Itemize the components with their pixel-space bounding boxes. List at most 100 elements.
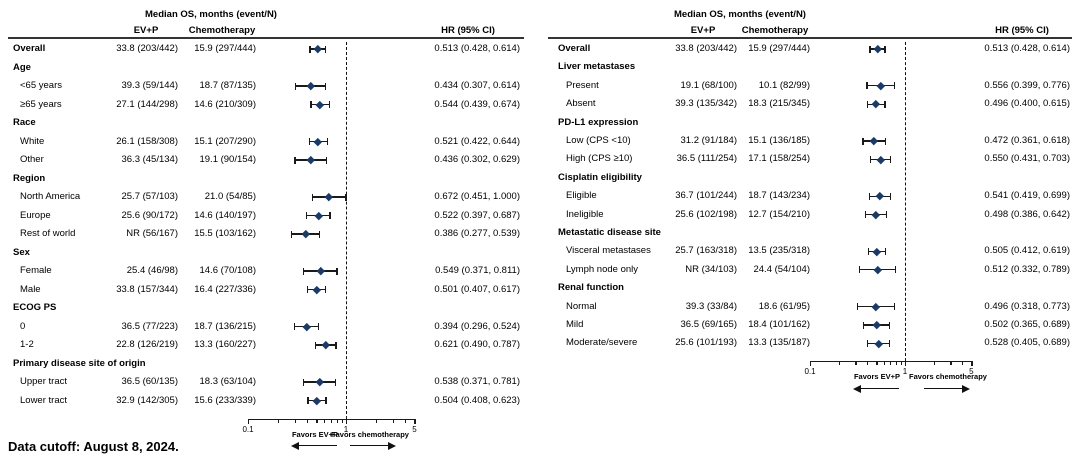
row-label: Race: [13, 117, 36, 128]
hr-value: 0.550 (0.431, 0.703): [984, 153, 1070, 165]
ci-cap: [307, 397, 309, 404]
chemo-value: 18.7 (136/215): [194, 320, 256, 332]
column-group-header: Median OS, months (event/N): [145, 9, 277, 20]
hr-axis: 0.1 1 5: [8, 0, 532, 463]
evp-value: 32.9 (142/305): [116, 394, 178, 406]
row-label: Europe: [20, 209, 51, 221]
ci-cap: [329, 212, 331, 219]
row-label: Normal: [566, 300, 597, 312]
ci-cap: [858, 266, 861, 274]
chemo-value: 15.6 (233/339): [194, 394, 256, 406]
chemo-value: 18.3 (215/345): [748, 98, 810, 110]
ci-cap: [325, 156, 327, 164]
evp-value: 36.5 (77/223): [121, 320, 178, 332]
chemo-value: 17.1 (158/254): [748, 153, 810, 165]
ci-cap: [309, 45, 311, 53]
reference-line-hr1: [905, 42, 906, 361]
ci-cap: [886, 211, 888, 219]
axis-major-tick: [346, 416, 348, 424]
chemo-value: 24.4 (54/104): [753, 263, 810, 275]
favors-evp-label: Favors EV+P: [853, 372, 901, 381]
axis-major-tick: [971, 361, 973, 366]
row-label: Upper tract: [20, 376, 67, 387]
arrow-line: [861, 387, 899, 390]
hr-value: 0.496 (0.400, 0.615): [984, 98, 1070, 110]
column-group-header: Median OS, months (event/N): [674, 9, 806, 20]
evp-value: 36.7 (101/244): [675, 190, 737, 202]
chemo-value: 18.7 (143/234): [748, 190, 810, 202]
hr-value: 0.513 (0.428, 0.614): [434, 43, 520, 54]
hr-value: 0.621 (0.490, 0.787): [434, 339, 520, 350]
axis-minor-tick: [890, 361, 892, 365]
ci-cap: [324, 45, 326, 53]
ci-cap: [311, 193, 313, 201]
arrow-line: [299, 444, 337, 447]
axis-minor-tick: [330, 419, 332, 423]
ci-cap: [315, 341, 317, 349]
row-label: Primary disease site of origin: [13, 357, 146, 369]
chemo-value: 16.4 (227/336): [194, 283, 256, 295]
ci-cap: [324, 82, 326, 90]
ci-cap: [310, 101, 312, 108]
row-label: 1-2: [20, 339, 34, 350]
row-label: Cisplatin eligibility: [558, 171, 642, 183]
hr-value: 0.504 (0.408, 0.623): [434, 394, 520, 406]
favors-evp-arrow: [291, 441, 337, 450]
hr-value: 0.556 (0.399, 0.776): [984, 79, 1070, 91]
row-label: Liver metastases: [558, 61, 636, 73]
row-label: ≥65 years: [20, 98, 62, 110]
chemo-value: 14.6 (210/309): [194, 98, 256, 110]
evp-value: 36.5 (60/135): [121, 376, 178, 387]
ci-cap: [306, 212, 308, 219]
evp-value: 25.7 (163/318): [675, 245, 737, 257]
hr-value: 0.522 (0.397, 0.687): [434, 209, 520, 221]
axis-minor-tick: [375, 419, 377, 423]
ci-cap: [867, 339, 869, 347]
axis-minor-tick: [933, 361, 935, 365]
chemo-value: 15.9 (297/444): [748, 43, 810, 54]
hr-value: 0.436 (0.302, 0.629): [434, 154, 520, 165]
ci-cap: [869, 155, 871, 163]
evp-value: NR (56/167): [126, 228, 178, 239]
chemo-value: 14.6 (140/197): [194, 209, 256, 221]
row-label: ECOG PS: [13, 302, 57, 313]
data-cutoff-note: Data cutoff: August 8, 2024.: [8, 439, 179, 454]
axis-minor-tick: [867, 361, 869, 365]
arrowhead-left-icon: [291, 441, 299, 450]
axis-minor-tick: [876, 361, 878, 365]
favors-chemotherapy-label: Favors chemotherapy: [909, 372, 987, 381]
axis-tick-label: 0.1: [242, 425, 254, 434]
row-label: Overall: [558, 43, 591, 54]
axis-tick-label: 1: [343, 425, 349, 434]
chemo-value: 13.3 (135/187): [748, 337, 810, 349]
axis-tick-label: 5: [969, 367, 974, 376]
favors-chemotherapy-arrow: [924, 384, 970, 393]
forest-panel-right: Median OS, months (event/N) EV+P Chemoth…: [540, 0, 1078, 463]
hr-value: 0.472 (0.361, 0.618): [984, 135, 1070, 146]
evp-value: 27.1 (144/298): [116, 98, 178, 110]
row-label: White: [20, 135, 45, 147]
hr-value: 0.528 (0.405, 0.689): [984, 337, 1070, 349]
row-label: Mild: [566, 319, 584, 330]
row-label: Female: [20, 265, 52, 276]
hr-value: 0.394 (0.296, 0.524): [434, 320, 520, 332]
column-header-chemotherapy: Chemotherapy: [188, 25, 256, 36]
ci-cap: [324, 286, 327, 293]
hr-value: 0.521 (0.422, 0.644): [434, 135, 520, 147]
row-label: Male: [20, 283, 41, 295]
ci-cap: [893, 82, 896, 90]
row-label: Metastatic disease site: [558, 227, 661, 238]
axis-major-tick: [810, 361, 812, 366]
ci-cap: [889, 192, 891, 200]
arrowhead-left-icon: [853, 384, 861, 393]
evp-value: 31.2 (91/184): [680, 135, 737, 146]
ci-cap: [884, 137, 886, 145]
row-label: Moderate/severe: [566, 337, 638, 349]
evp-value: 25.6 (101/193): [675, 337, 737, 349]
hr-value: 0.513 (0.428, 0.614): [984, 43, 1070, 54]
evp-value: NR (34/103): [685, 263, 737, 275]
ci-cap: [307, 286, 309, 293]
ci-cap: [857, 303, 859, 311]
favors-evp-arrow: [853, 384, 899, 393]
